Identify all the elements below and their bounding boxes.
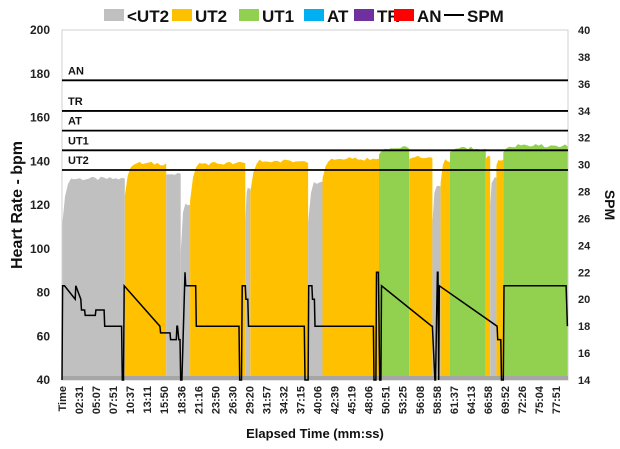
legend-label-lt-ut2: <UT2	[127, 7, 169, 26]
x-tick-label: 10:37	[125, 386, 137, 414]
hr-area-segment-15	[490, 176, 497, 380]
y-tick-label: 140	[30, 154, 50, 168]
zone-label-ut1: UT1	[68, 135, 89, 147]
hr-area-segment-14	[485, 155, 491, 380]
x-tick-label: 69:52	[500, 386, 512, 414]
x-tick-label: 29:20	[244, 386, 256, 414]
x-axis-band	[62, 376, 568, 380]
x-tick-label: 58:58	[432, 386, 444, 414]
legend-label-at: AT	[327, 7, 349, 26]
legend-swatch-ut2	[172, 9, 192, 21]
y2-tick-label: 40	[578, 25, 590, 37]
y2-axis-title: SPM	[602, 190, 618, 220]
hr-area-segment-5	[245, 187, 251, 380]
x-tick-label: 64:13	[466, 386, 478, 414]
hr-area-segment-17	[503, 144, 568, 380]
x-tick-label: Time	[57, 386, 69, 411]
y2-tick-label: 28	[578, 187, 590, 199]
hr-area-segment-4	[190, 161, 246, 380]
legend-label-ut2: UT2	[195, 7, 227, 26]
y2-tick-label: 14	[578, 375, 591, 387]
x-tick-label: 45:19	[347, 386, 359, 414]
hr-area-segment-12	[440, 159, 450, 380]
hr-area-segment-0	[62, 176, 125, 380]
y-tick-label: 200	[30, 23, 50, 37]
hr-area-segment-16	[496, 159, 504, 380]
x-tick-label: 75:04	[534, 385, 546, 414]
legend-swatch-tr	[354, 9, 374, 21]
zone-label-an: AN	[68, 65, 84, 77]
legend-label-spm: SPM	[467, 7, 504, 26]
y2-tick-label: 32	[578, 133, 590, 145]
x-tick-label: 34:32	[279, 386, 291, 414]
y-tick-label: 60	[37, 329, 51, 343]
y-tick-label: 80	[37, 286, 51, 300]
y2-tick-label: 20	[578, 294, 590, 306]
legend-swatch-an	[394, 9, 414, 21]
x-tick-label: 02:31	[74, 386, 86, 414]
y2-tick-label: 18	[578, 321, 590, 333]
x-tick-label: 07:51	[108, 386, 120, 414]
spm-line	[61, 271, 569, 381]
y-tick-label: 160	[30, 111, 50, 125]
hr-area-segment-9	[379, 146, 410, 380]
hr-area-segment-6	[250, 159, 309, 380]
x-tick-label: 48:06	[364, 386, 376, 414]
x-axis-title: Elapsed Time (mm:ss)	[246, 426, 384, 441]
x-tick-label: 40:06	[313, 386, 325, 414]
hr-area-segment-1	[124, 161, 167, 380]
y-tick-label: 180	[30, 67, 50, 81]
x-tick-label: 56:08	[415, 386, 427, 414]
x-tick-label: 26:30	[227, 386, 239, 414]
zone-label-at: AT	[68, 116, 82, 128]
x-tick-label: 21:16	[193, 386, 205, 414]
y2-tick-label: 16	[578, 348, 590, 360]
hr-area-segment-8	[322, 157, 379, 380]
y2-tick-label: 24	[578, 240, 591, 252]
x-tick-label: 72:26	[517, 386, 529, 414]
zone-label-ut2: UT2	[68, 155, 89, 167]
y2-tick-label: 22	[578, 267, 590, 279]
x-tick-label: 50:51	[381, 386, 393, 414]
x-tick-label: 18:36	[176, 386, 188, 414]
y-tick-label: 40	[37, 373, 51, 387]
x-tick-label: 05:07	[91, 386, 103, 414]
zone-label-tr: TR	[68, 96, 83, 108]
x-tick-label: 61:37	[449, 386, 461, 414]
x-tick-label: 42:39	[330, 386, 342, 414]
legend-swatch-at	[304, 9, 324, 21]
y2-tick-label: 26	[578, 213, 590, 225]
x-tick-label: 23:50	[210, 386, 222, 414]
y-tick-label: 100	[30, 242, 50, 256]
hr-area-segment-7	[308, 181, 323, 380]
x-tick-label: 31:57	[261, 386, 273, 414]
x-tick-label: 37:15	[296, 386, 308, 414]
y2-tick-label: 34	[578, 106, 591, 118]
legend-label-an: AN	[417, 7, 442, 26]
y2-tick-label: 36	[578, 79, 590, 91]
y2-tick-label: 30	[578, 160, 590, 172]
x-tick-label: 13:11	[142, 386, 154, 414]
legend-label-ut1: UT1	[262, 7, 294, 26]
legend-swatch-ut1	[239, 9, 259, 21]
x-tick-label: 66:58	[483, 386, 495, 414]
y-tick-label: 120	[30, 198, 50, 212]
x-tick-label: 77:51	[551, 386, 563, 414]
y2-tick-label: 38	[578, 52, 590, 64]
hr-area-segment-2	[166, 172, 181, 380]
legend-swatch-lt-ut2	[104, 9, 124, 21]
hr-area-segment-13	[450, 146, 486, 380]
x-tick-label: 53:25	[398, 386, 410, 414]
y-axis-title: Heart Rate - bpm	[9, 141, 26, 269]
x-tick-label: 15:50	[159, 386, 171, 414]
hr-area-segment-10	[409, 155, 433, 380]
